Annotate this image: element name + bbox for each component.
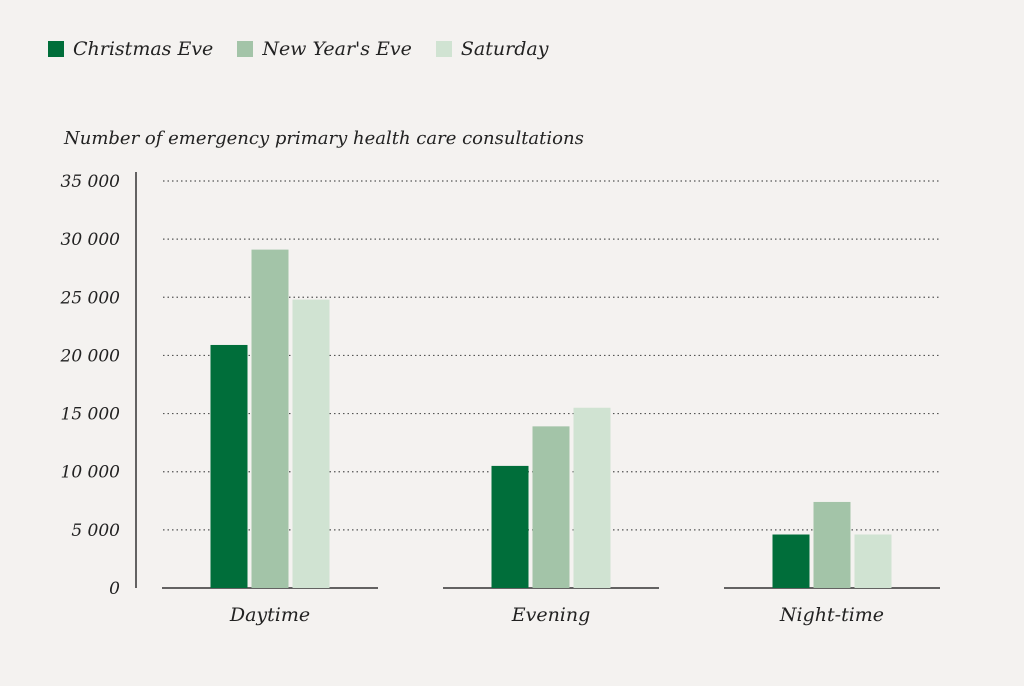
y-tick-label-7: 35 000 [61,172,121,192]
y-tick-label-2: 10 000 [61,463,121,483]
legend-swatch-new-years-eve [237,41,254,57]
legend-label-saturday: Saturday [460,38,549,60]
bar-night-time-saturday [854,534,892,588]
bar-night-time-new-year-s-eve [813,501,851,588]
x-tick-label-2: Night-time [779,604,884,626]
bar-daytime-new-year-s-eve [251,249,289,588]
y-tick-label-1: 5 000 [71,521,120,541]
y-tick-label-5: 25 000 [60,288,121,308]
legend-item-new-years-eve: New Year's Eve [237,38,412,60]
legend-item-christmas-eve: Christmas Eve [48,38,213,60]
y-tick-label-6: 30 000 [61,230,121,250]
bar-evening-christmas-eve [491,465,529,588]
legend-swatch-saturday [435,41,452,57]
legend-item-saturday: Saturday [435,38,549,60]
legend: Christmas Eve New Year's Eve Saturday [48,38,572,60]
bar-daytime-christmas-eve [210,344,248,588]
y-tick-label-3: 15 000 [61,405,121,425]
bar-evening-new-year-s-eve [532,426,570,588]
legend-label-new-years-eve: New Year's Eve [262,38,412,60]
x-tick-label-0: Daytime [229,604,310,626]
y-axis-title: Number of emergency primary health care … [64,128,584,149]
bar-evening-saturday [573,407,611,588]
y-tick-label-0: 0 [109,579,120,599]
legend-label-christmas-eve: Christmas Eve [73,38,214,60]
bar-night-time-christmas-eve [772,534,810,588]
bar-daytime-saturday [292,299,330,588]
legend-swatch-christmas-eve [48,41,64,57]
y-tick-label-4: 20 000 [60,346,121,366]
x-tick-label-1: Evening [511,604,591,626]
